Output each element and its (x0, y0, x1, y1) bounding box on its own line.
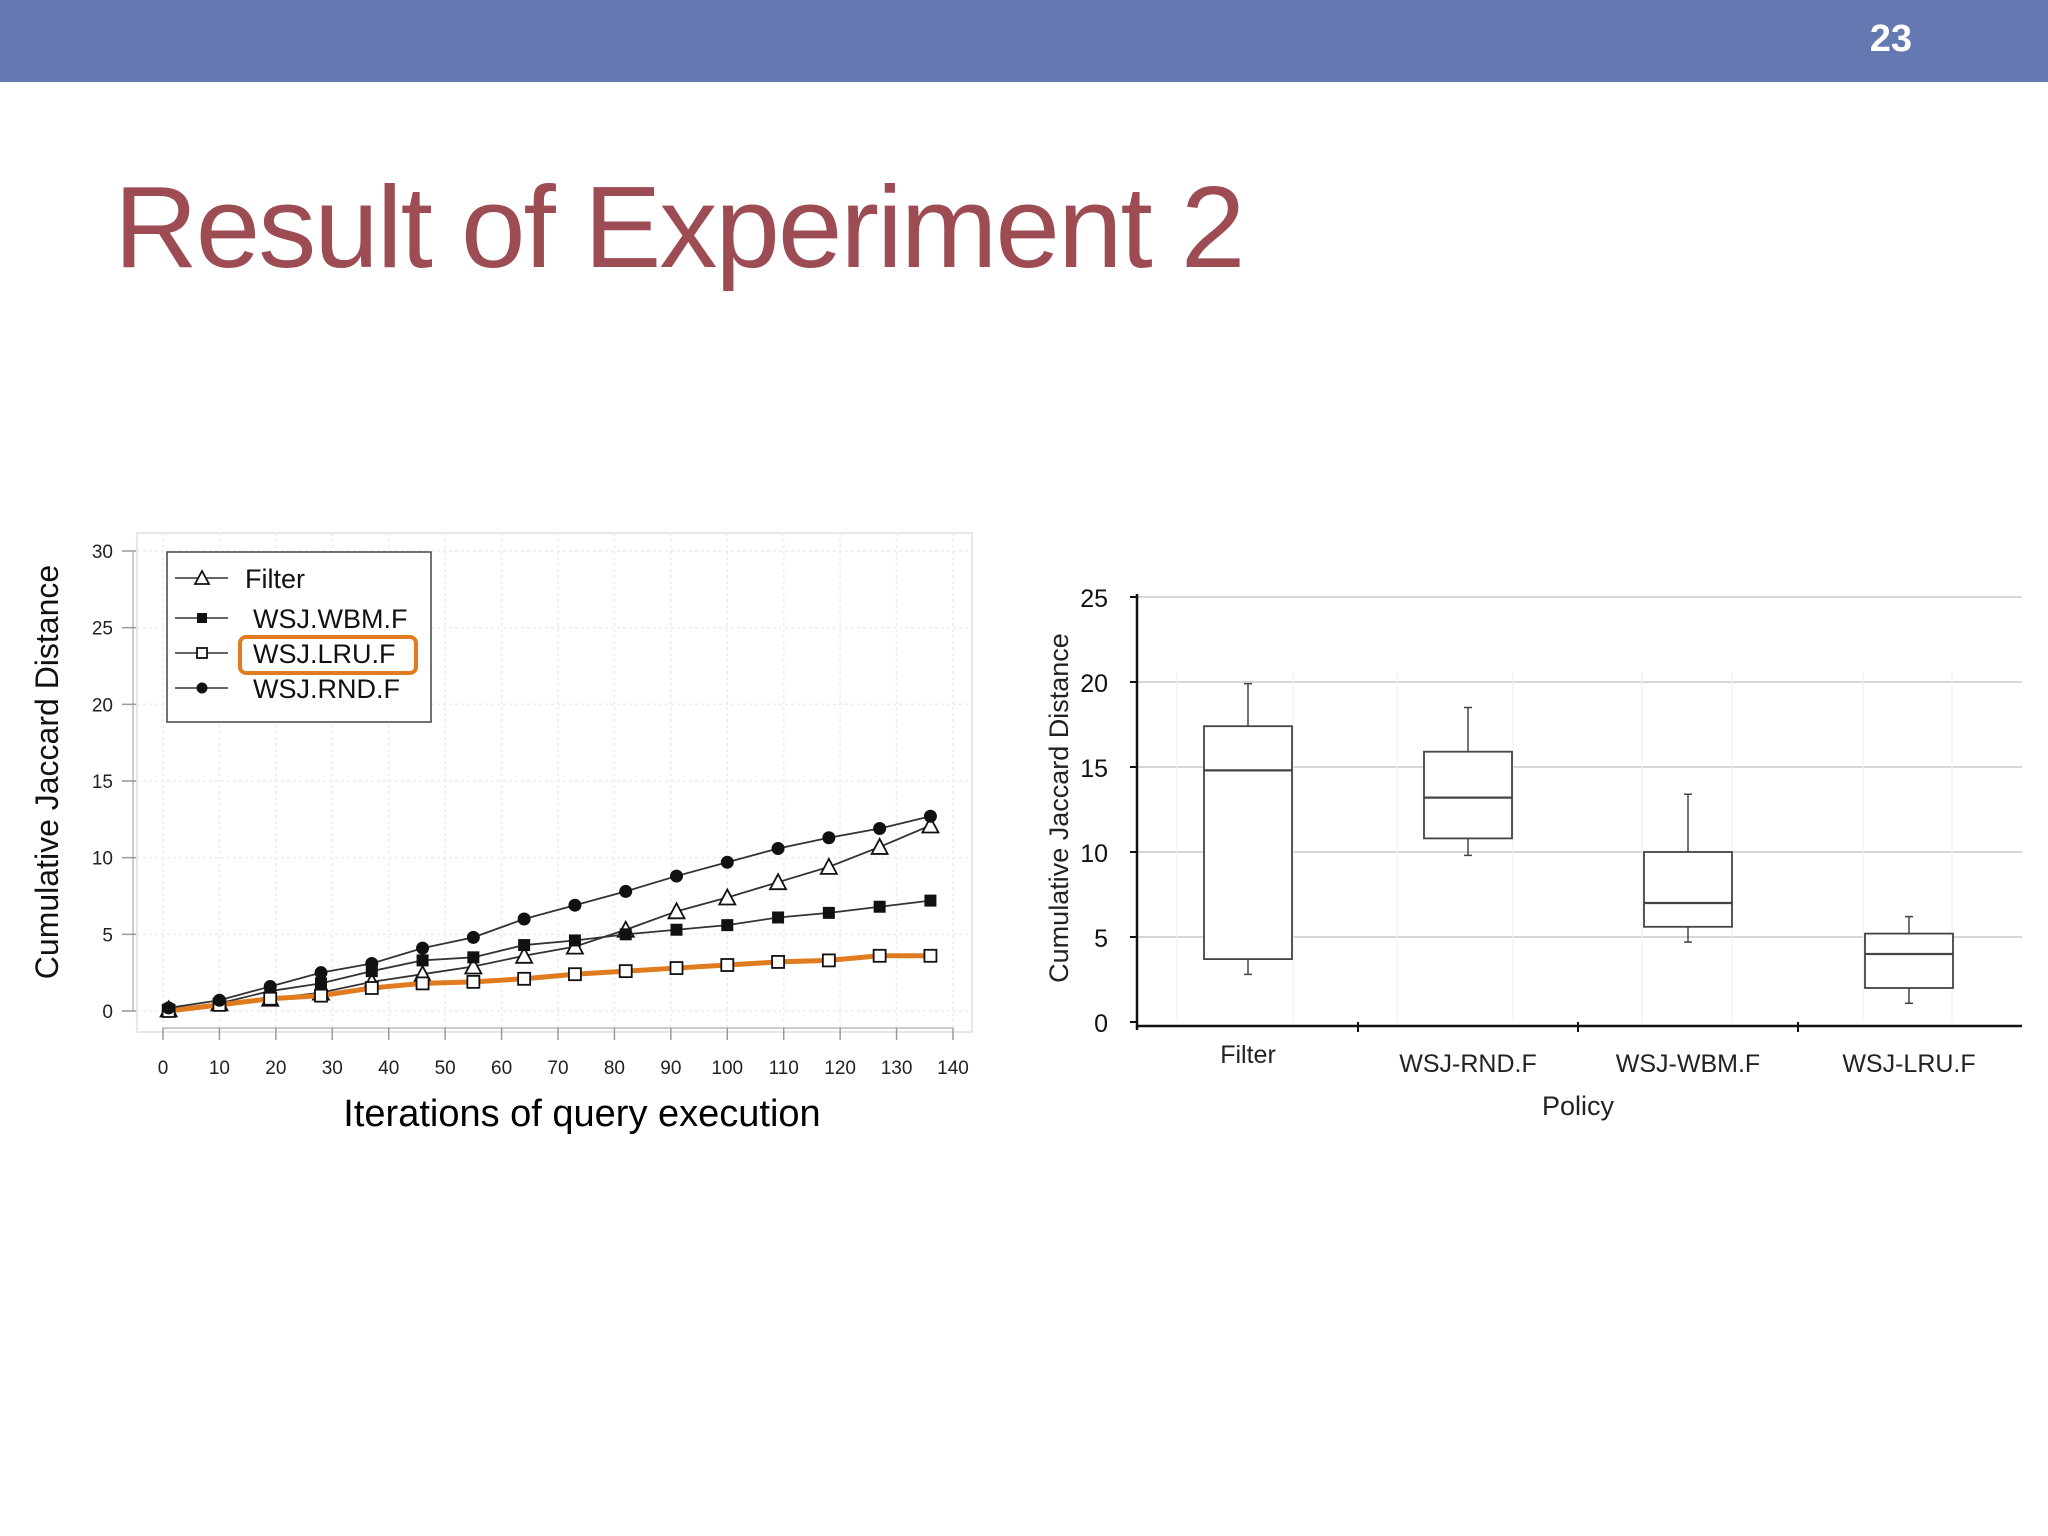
data-point (264, 980, 277, 993)
data-point (823, 907, 835, 919)
y-tick-label: 10 (92, 849, 113, 870)
box-y-tick-label: 10 (1080, 840, 1108, 868)
x-tick-label: 0 (158, 1058, 169, 1079)
box-y-tick-label: 20 (1080, 670, 1108, 698)
box-y-tick-label: 0 (1094, 1010, 1108, 1038)
data-point (213, 994, 226, 1007)
data-point (721, 856, 734, 869)
data-point (873, 822, 886, 835)
data-point (671, 962, 683, 974)
legend-marker (197, 648, 207, 658)
data-point (874, 950, 886, 962)
box-body (1865, 934, 1953, 988)
data-point (162, 1001, 175, 1014)
data-point (772, 842, 785, 855)
data-point (569, 934, 581, 946)
data-point (670, 870, 683, 883)
box-body (1204, 726, 1292, 959)
legend-label: Filter (245, 564, 305, 594)
legend-marker (197, 683, 208, 694)
x-tick-label: 10 (209, 1058, 230, 1079)
box-wsj-wbm-f: WSJ-WBM.F (1616, 794, 1760, 1078)
data-point (518, 913, 531, 926)
data-point (569, 968, 581, 980)
data-point (315, 977, 327, 989)
y-axis-title: Cumulative Jaccard Distance (29, 565, 65, 979)
data-point (924, 810, 937, 823)
data-point (874, 901, 886, 913)
legend-marker (197, 613, 207, 623)
data-point (822, 831, 835, 844)
box-y-tick-label: 5 (1094, 925, 1108, 953)
legend-label: WSJ.RND.F (253, 674, 400, 704)
box-filter: Filter (1204, 684, 1292, 1069)
data-point (924, 895, 936, 907)
y-tick-label: 0 (102, 1002, 113, 1023)
data-point (620, 928, 632, 940)
y-tick-label: 30 (92, 542, 113, 563)
x-axis-title: Iterations of query execution (343, 1093, 820, 1135)
x-tick-label: 20 (265, 1058, 286, 1079)
data-point (772, 911, 784, 923)
data-point (467, 976, 479, 988)
box-y-tick-label: 25 (1080, 585, 1108, 613)
data-point (721, 919, 733, 931)
chart-legend: Filter WSJ.WBM.F WSJ.LRU.F WSJ.RND.F (167, 552, 431, 722)
data-point (924, 950, 936, 962)
x-tick-label: 100 (711, 1058, 743, 1079)
x-tick-label: 60 (491, 1058, 512, 1079)
x-tick-label: 110 (769, 1058, 799, 1079)
data-point (315, 990, 327, 1002)
data-point (366, 982, 378, 994)
box-category-label: WSJ-LRU.F (1842, 1050, 1975, 1078)
y-tick-label: 25 (92, 619, 113, 640)
box-x-axis-title: Policy (1542, 1091, 1615, 1121)
data-point (416, 942, 429, 955)
x-tick-label: 90 (660, 1058, 681, 1079)
data-point (417, 977, 429, 989)
legend-label: WSJ.LRU.F (253, 639, 396, 669)
box-category-label: WSJ-RND.F (1399, 1050, 1536, 1078)
x-tick-label: 120 (824, 1058, 856, 1079)
box-wsj-lru-f: WSJ-LRU.F (1842, 917, 1975, 1078)
data-point (315, 966, 328, 979)
data-point (467, 951, 479, 963)
data-point (518, 973, 530, 985)
data-point (518, 939, 530, 951)
x-tick-label: 40 (378, 1058, 399, 1079)
box-body (1424, 752, 1512, 839)
data-point (671, 924, 683, 936)
data-point (467, 931, 480, 944)
box-category-label: Filter (1220, 1041, 1276, 1069)
data-point (568, 899, 581, 912)
line-chart-group: 0 10 20 30 40 50 60 70 80 90 100 110 120 130 140 0 5 10 15… (29, 533, 972, 1135)
box-body (1644, 852, 1732, 927)
data-point (721, 959, 733, 971)
y-tick-label: 5 (102, 925, 113, 946)
y-tick-label: 20 (92, 695, 113, 716)
data-point (823, 954, 835, 966)
data-point (417, 954, 429, 966)
y-tick-label: 15 (92, 772, 113, 793)
x-tick-label: 70 (547, 1058, 568, 1079)
box-wsj-rnd-f: WSJ-RND.F (1399, 708, 1536, 1079)
x-tick-label: 130 (881, 1058, 913, 1079)
data-point (620, 965, 632, 977)
legend-label: WSJ.WBM.F (253, 604, 407, 634)
x-tick-label: 50 (435, 1058, 456, 1079)
x-tick-label: 140 (937, 1058, 969, 1079)
box-y-tick-label: 15 (1080, 755, 1108, 783)
data-point (619, 885, 632, 898)
box-category-label: WSJ-WBM.F (1616, 1050, 1760, 1078)
box-y-axis-title: Cumulative Jaccard Distance (1044, 633, 1074, 983)
data-point (365, 957, 378, 970)
x-tick-label: 80 (604, 1058, 625, 1079)
data-point (264, 993, 276, 1005)
x-tick-label: 30 (322, 1058, 343, 1079)
data-point (772, 956, 784, 968)
